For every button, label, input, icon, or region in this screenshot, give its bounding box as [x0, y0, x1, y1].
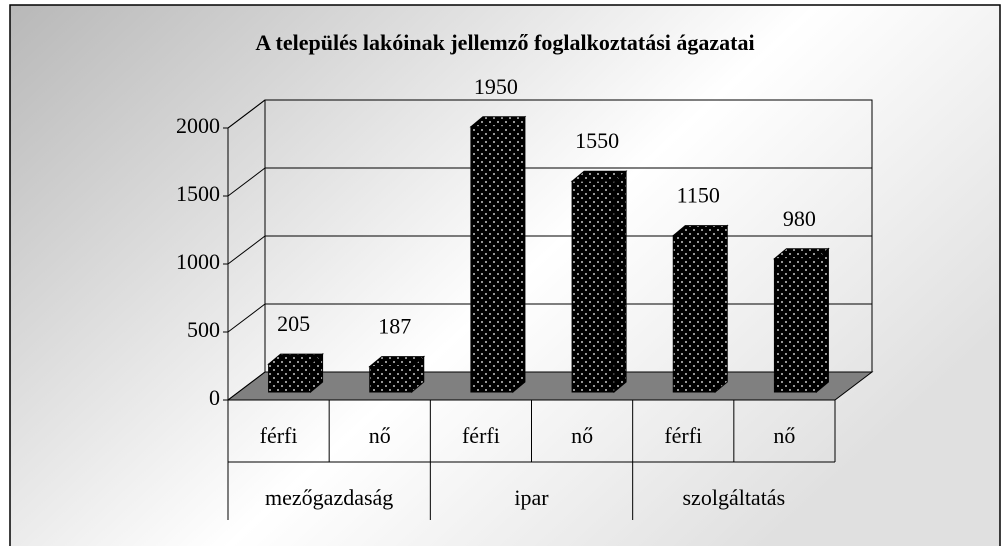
bar [470, 126, 514, 393]
bar-side [714, 224, 728, 394]
x-tick-label: férfi [462, 423, 500, 448]
x-tick-label: nő [571, 423, 593, 448]
bar-side [512, 115, 526, 394]
data-label: 205 [277, 311, 310, 336]
group-label: szolgáltatás [683, 485, 786, 510]
bar-side [815, 247, 829, 394]
bar-side [613, 170, 627, 394]
group-label: mezőgazdaság [265, 485, 393, 510]
group-label: ipar [514, 485, 549, 510]
x-tick-label: férfi [664, 423, 702, 448]
grid-line [227, 99, 872, 129]
bar [672, 235, 716, 393]
x-tick-label: nő [773, 423, 795, 448]
data-label: 980 [783, 206, 816, 231]
y-tick-label: 1500 [176, 181, 220, 206]
bar [268, 363, 312, 393]
y-tick-label: 500 [187, 317, 220, 342]
grid-line [227, 303, 872, 333]
bar [369, 366, 413, 393]
grid-line [227, 371, 872, 401]
x-tick-label: nő [369, 423, 391, 448]
bar [773, 258, 817, 393]
data-label: 187 [378, 314, 411, 339]
y-tick-label: 2000 [176, 113, 220, 138]
bar [571, 180, 615, 393]
chart-title: A település lakóinak jellemző foglalkozt… [255, 30, 754, 55]
y-tick-label: 1000 [176, 249, 220, 274]
x-tick-label: férfi [260, 423, 298, 448]
grid-line [227, 167, 872, 197]
data-label: 1950 [474, 74, 518, 99]
grid-line [227, 235, 872, 265]
y-tick-label: 0 [209, 385, 220, 410]
data-label: 1150 [677, 183, 720, 208]
data-label: 1550 [575, 128, 619, 153]
